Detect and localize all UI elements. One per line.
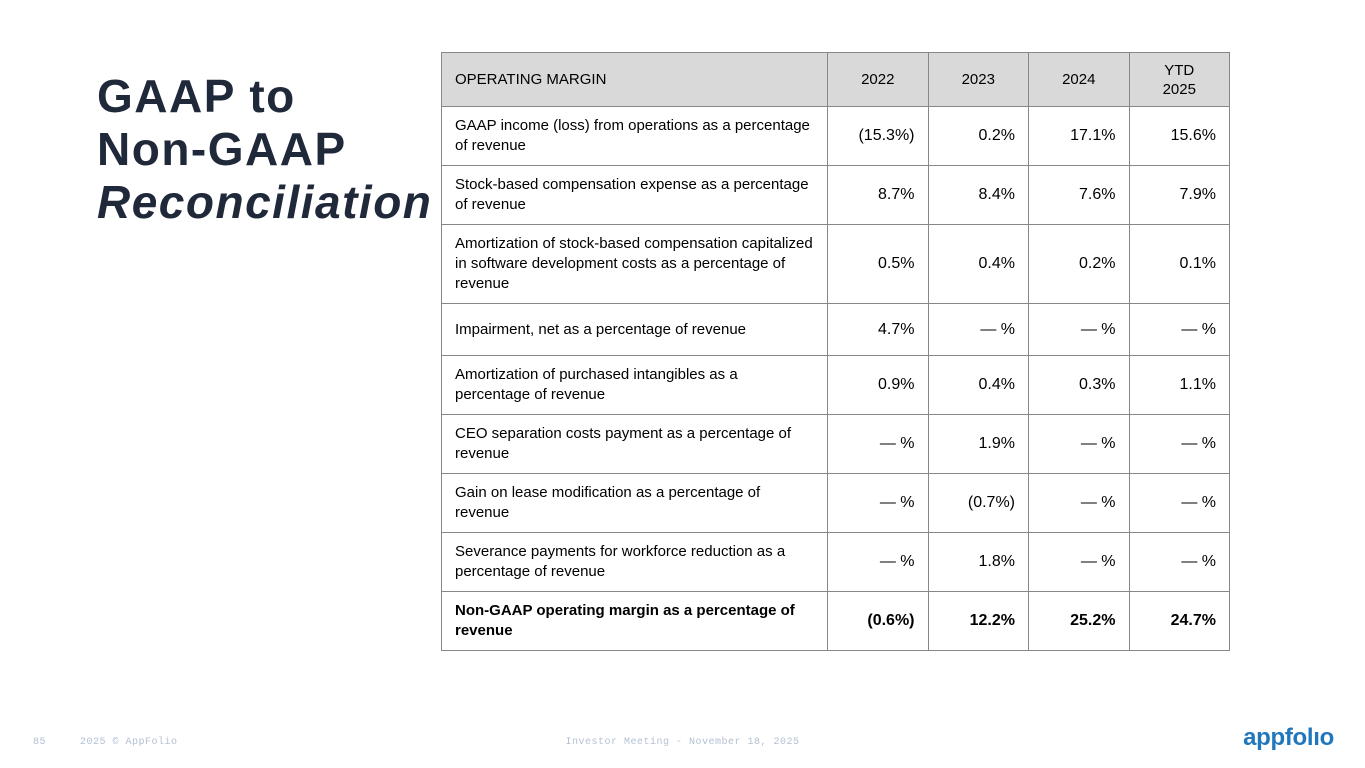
row-value: 1.1% [1128, 355, 1230, 415]
row-value: 0.2% [1028, 224, 1130, 304]
table-row: Gain on lease modification as a percenta… [441, 473, 1230, 533]
row-value: — % [1028, 473, 1130, 533]
row-value: 0.5% [827, 224, 929, 304]
header-operating-margin: OPERATING MARGIN [441, 52, 828, 107]
row-label: Severance payments for workforce reducti… [441, 532, 828, 592]
row-value: (15.3%) [827, 106, 929, 166]
row-label: Amortization of stock-based compensation… [441, 224, 828, 304]
row-value: 15.6% [1128, 106, 1230, 166]
appfolio-logo: appfolıo [1243, 724, 1334, 751]
row-label: Amortization of purchased intangibles as… [441, 355, 828, 415]
table-row: GAAP income (loss) from operations as a … [441, 106, 1230, 166]
row-value: (0.6%) [827, 591, 929, 651]
header-2024: 2024 [1028, 52, 1130, 107]
title-line-1: GAAP to [97, 70, 296, 122]
row-value: 7.9% [1128, 165, 1230, 225]
page-number: 85 [33, 737, 47, 748]
table-body: GAAP income (loss) from operations as a … [441, 106, 1230, 651]
row-value: 12.2% [927, 591, 1029, 651]
row-value: 0.4% [927, 224, 1029, 304]
table-header-row: OPERATING MARGIN 2022 2023 2024 YTD 2025 [441, 52, 1230, 107]
row-value: — % [1128, 303, 1230, 356]
row-label: Impairment, net as a percentage of reven… [441, 303, 828, 356]
row-value: — % [1028, 303, 1130, 356]
row-value: (0.7%) [927, 473, 1029, 533]
table-row: Impairment, net as a percentage of reven… [441, 303, 1230, 356]
row-value: 17.1% [1028, 106, 1130, 166]
table-row: Stock-based compensation expense as a pe… [441, 165, 1230, 225]
copyright-text: 2025 © AppFolio [80, 737, 178, 748]
title-line-2: Non-GAAP [97, 123, 347, 175]
row-value: 24.7% [1128, 591, 1230, 651]
row-label: Stock-based compensation expense as a pe… [441, 165, 828, 225]
table-row: CEO separation costs payment as a percen… [441, 414, 1230, 474]
table-row: Non-GAAP operating margin as a percentag… [441, 591, 1230, 651]
row-value: 1.8% [927, 532, 1029, 592]
row-value: 7.6% [1028, 165, 1130, 225]
row-label: GAAP income (loss) from operations as a … [441, 106, 828, 166]
row-value: — % [1128, 473, 1230, 533]
header-ytd-2025: YTD 2025 [1128, 52, 1230, 107]
row-value: — % [827, 532, 929, 592]
row-value: — % [927, 303, 1029, 356]
row-value: 8.4% [927, 165, 1029, 225]
row-value: 4.7% [827, 303, 929, 356]
row-value: 1.9% [927, 414, 1029, 474]
row-label: Non-GAAP operating margin as a percentag… [441, 591, 828, 651]
reconciliation-table: OPERATING MARGIN 2022 2023 2024 YTD 2025… [441, 52, 1230, 651]
table-row: OPERATING MARGIN 2022 2023 2024 YTD 2025 [441, 52, 1230, 107]
table-row: Amortization of stock-based compensation… [441, 224, 1230, 304]
row-value: — % [1128, 532, 1230, 592]
row-value: 0.2% [927, 106, 1029, 166]
row-value: 0.1% [1128, 224, 1230, 304]
row-value: — % [1028, 414, 1130, 474]
row-value: — % [1128, 414, 1230, 474]
row-value: 8.7% [827, 165, 929, 225]
row-value: 25.2% [1028, 591, 1130, 651]
row-value: — % [827, 414, 929, 474]
table-row: Amortization of purchased intangibles as… [441, 355, 1230, 415]
header-2022: 2022 [827, 52, 929, 107]
footer-center-text: Investor Meeting - November 18, 2025 [565, 737, 800, 748]
title-line-3: Reconciliation [97, 176, 433, 228]
row-label: CEO separation costs payment as a percen… [441, 414, 828, 474]
row-label: Gain on lease modification as a percenta… [441, 473, 828, 533]
header-2023: 2023 [927, 52, 1029, 107]
page-title: GAAP to Non-GAAP Reconciliation [97, 70, 432, 229]
table-row: Severance payments for workforce reducti… [441, 532, 1230, 592]
row-value: 0.9% [827, 355, 929, 415]
row-value: — % [827, 473, 929, 533]
row-value: — % [1028, 532, 1130, 592]
row-value: 0.4% [927, 355, 1029, 415]
row-value: 0.3% [1028, 355, 1130, 415]
